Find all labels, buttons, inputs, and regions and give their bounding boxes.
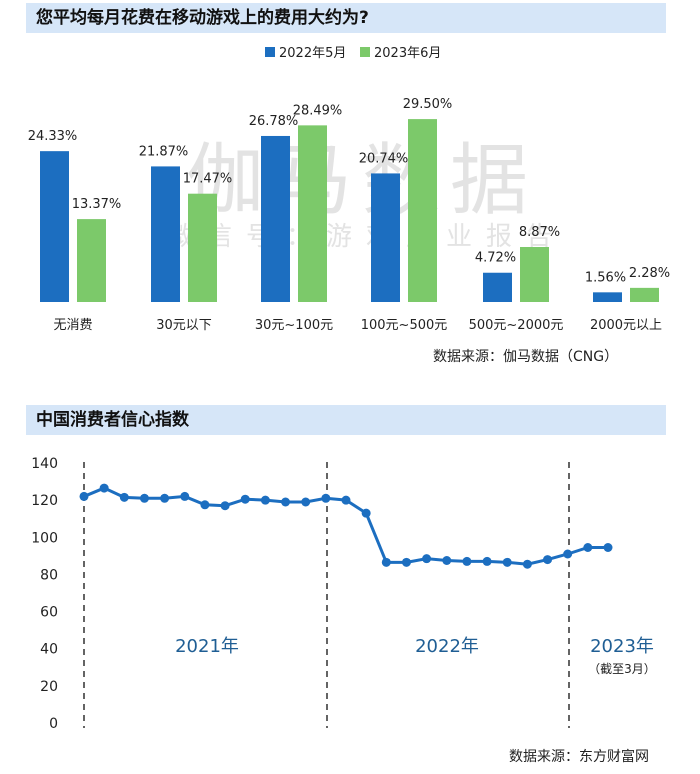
bar-2-4 — [408, 119, 437, 302]
bar-value-label: 29.50% — [403, 97, 453, 112]
y-tick-label: 140 — [31, 456, 58, 472]
chart1-title: 您平均每月花费在移动游戏上的费用大约为? — [26, 3, 666, 33]
data-point — [99, 483, 109, 493]
chart2-title: 中国消费者信心指数 — [26, 405, 666, 435]
period-note: （截至3月） — [588, 662, 656, 676]
data-point — [543, 555, 553, 565]
data-point — [79, 491, 89, 501]
bar-value-label: 8.87% — [519, 225, 560, 240]
period-label-1: 2021年 — [175, 636, 239, 657]
data-point — [240, 494, 250, 504]
category-label: 30元以下 — [156, 318, 212, 333]
y-tick-label: 100 — [31, 530, 58, 546]
bar-2-5 — [520, 247, 549, 302]
data-point — [341, 495, 351, 505]
data-point — [180, 491, 190, 501]
bar-value-label: 21.87% — [139, 144, 189, 159]
period-label-3: 2023年 — [590, 636, 654, 657]
y-tick-label: 20 — [40, 679, 58, 695]
data-point — [522, 559, 532, 569]
bar-value-label: 28.49% — [293, 103, 343, 118]
category-label: 无消费 — [53, 318, 92, 333]
data-point — [563, 549, 573, 559]
category-label: 100元~500元 — [361, 318, 448, 333]
legend-swatch-1 — [265, 47, 275, 57]
y-tick-label: 40 — [40, 642, 58, 658]
bar-chart: 2022年5月 2023年6月 24.33% 13.37% 21.87% 17.47% 2… — [28, 46, 670, 333]
legend-label-2: 2023年6月 — [374, 46, 441, 61]
data-point — [361, 508, 371, 518]
bar-value-label: 20.74% — [359, 151, 409, 166]
data-point — [462, 556, 472, 566]
bar-1-2 — [151, 166, 180, 302]
data-point — [139, 493, 149, 503]
legend-label-1: 2022年5月 — [279, 46, 346, 61]
y-tick-label: 120 — [31, 493, 58, 509]
data-point — [381, 557, 391, 567]
y-tick-label: 0 — [49, 716, 58, 732]
data-point — [119, 492, 129, 502]
bar-value-label: 1.56% — [585, 270, 626, 285]
bar-2-1 — [77, 219, 106, 302]
bar-2-3 — [298, 125, 327, 302]
data-point — [260, 495, 270, 505]
bar-2-2 — [188, 193, 217, 302]
data-point — [160, 493, 170, 503]
data-point — [200, 500, 210, 510]
data-point — [603, 543, 613, 552]
data-point — [301, 497, 311, 507]
data-point — [482, 556, 492, 566]
data-point — [442, 556, 452, 565]
bar-value-label: 17.47% — [183, 172, 233, 187]
data-point — [401, 557, 411, 567]
category-label: 2000元以上 — [590, 318, 662, 333]
legend-swatch-2 — [360, 47, 370, 57]
data-point — [422, 554, 432, 564]
chart1-source: 数据来源：伽马数据（CNG） — [433, 349, 619, 365]
y-tick-label: 80 — [40, 567, 58, 583]
data-point — [281, 497, 291, 507]
y-tick-label: 60 — [40, 605, 58, 621]
chart-legend: 2022年5月 2023年6月 — [265, 46, 441, 61]
period-label-2: 2022年 — [415, 636, 479, 657]
bar-value-label: 4.72% — [475, 251, 516, 266]
bar-1-3 — [261, 135, 290, 302]
data-point — [321, 493, 331, 503]
bar-value-label: 2.28% — [629, 266, 670, 281]
data-point — [220, 501, 230, 511]
bar-2-6 — [630, 287, 659, 302]
chart2-source: 数据来源：东方财富网 — [509, 749, 649, 765]
bar-value-label: 26.78% — [249, 114, 299, 129]
bar-1-4 — [371, 173, 400, 302]
bar-value-label: 24.33% — [28, 129, 78, 144]
category-label: 30元~100元 — [255, 318, 333, 333]
bar-1-1 — [40, 151, 69, 302]
line-chart: 0 20 40 60 80 100 120 140 2021年 2022年 2023年 （截至3月） — [31, 456, 656, 732]
data-point — [583, 543, 593, 552]
bar-1-6 — [593, 292, 622, 302]
data-point — [502, 557, 512, 567]
bar-value-label: 13.37% — [72, 197, 122, 212]
bar-1-5 — [483, 272, 512, 302]
category-label: 500元~2000元 — [469, 318, 564, 333]
